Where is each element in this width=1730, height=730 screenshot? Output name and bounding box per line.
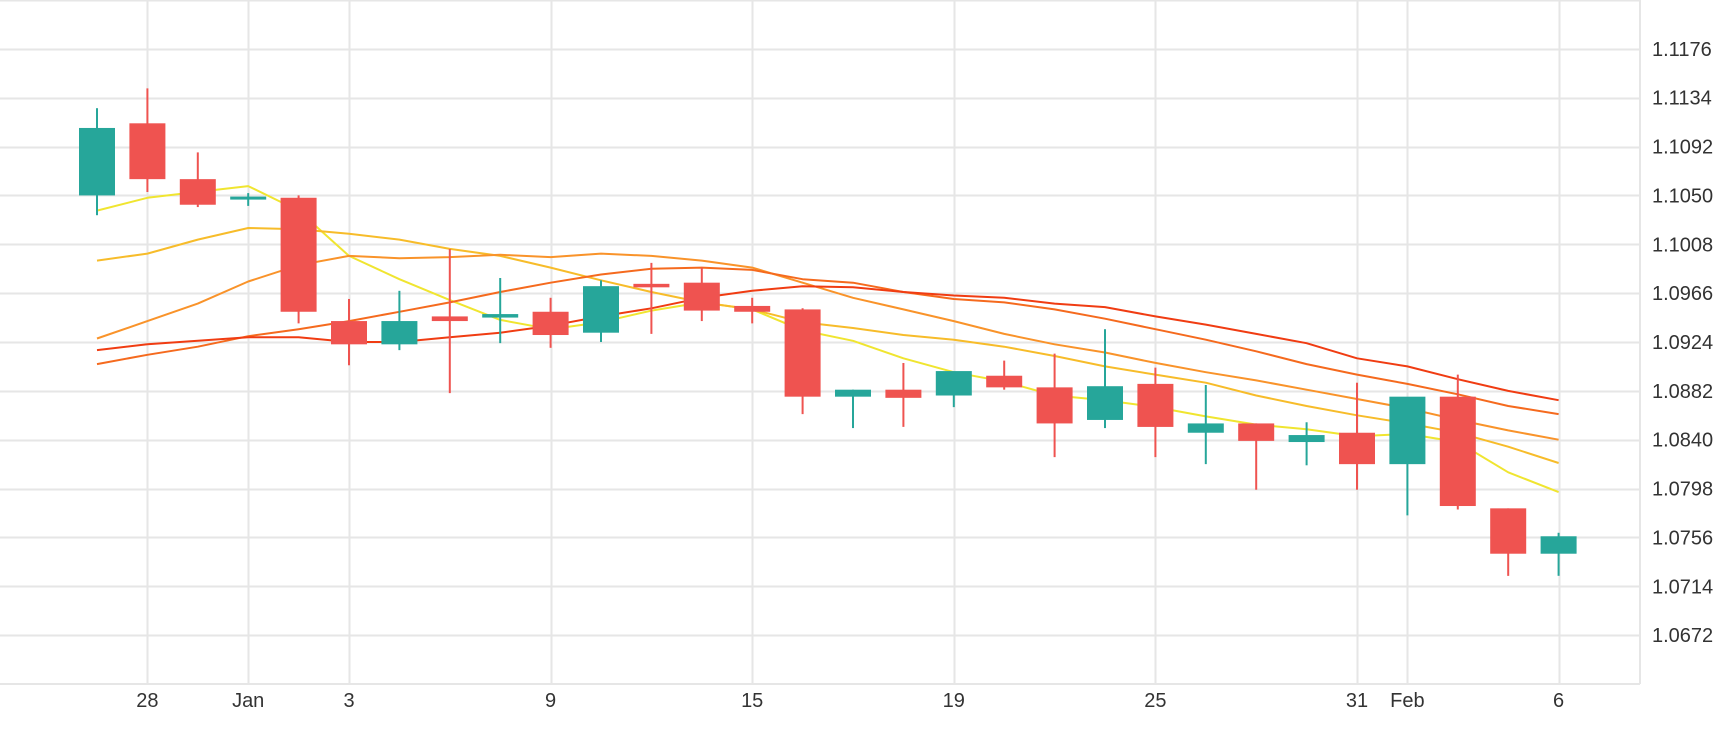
y-tick-label: 1.0756	[1652, 527, 1713, 549]
y-tick-label: 1.0840	[1652, 430, 1713, 452]
candle	[431, 248, 468, 394]
x-tick-label: 25	[1144, 690, 1166, 712]
candle-body	[734, 305, 771, 312]
candle-body	[1339, 432, 1375, 465]
candle-body	[1490, 508, 1527, 554]
candle-body	[381, 321, 418, 345]
candle-body	[280, 197, 317, 312]
candle-body	[79, 127, 115, 196]
candle	[1087, 329, 1123, 429]
candle-body	[835, 389, 871, 397]
candle	[1540, 532, 1577, 576]
y-tick-label: 1.0714	[1652, 576, 1713, 598]
candle	[1389, 396, 1426, 516]
candle-body	[1036, 387, 1073, 424]
moving-average-line-2	[96, 227, 1559, 464]
candle	[734, 297, 771, 324]
candle	[1490, 508, 1527, 576]
x-tick-label: 6	[1553, 690, 1564, 712]
candle	[683, 267, 720, 322]
candle-body	[129, 123, 166, 180]
candle-body	[1238, 423, 1275, 441]
candle	[986, 360, 1023, 390]
candle-body	[1087, 386, 1123, 420]
candle-body	[431, 316, 468, 322]
y-tick-label: 1.0966	[1652, 283, 1713, 305]
candle	[835, 389, 871, 429]
y-tick-label: 1.0798	[1652, 479, 1713, 501]
candle	[482, 278, 519, 344]
candles	[79, 88, 1577, 576]
candle-body	[633, 283, 670, 288]
x-tick-label: 9	[545, 690, 556, 712]
candle	[79, 108, 115, 216]
candle-body	[1288, 435, 1325, 443]
y-axis: 1.1176 1.1134 1.1092 1.1050 1.1008 1.0966 1.09…	[1652, 39, 1713, 647]
y-tick-label: 1.1092	[1652, 137, 1713, 159]
candle	[1339, 382, 1375, 490]
y-tick-label: 1.0882	[1652, 381, 1713, 403]
candle-body	[885, 389, 922, 398]
x-tick-label: Feb	[1390, 690, 1424, 712]
candle-body	[1389, 396, 1426, 465]
candle-body	[179, 179, 216, 205]
x-axis: 28 Jan 3 9 15 19 25 31 Feb 6	[136, 690, 1564, 712]
moving-average-line-3	[96, 252, 1559, 441]
candle-body	[1439, 396, 1476, 507]
y-tick-label: 1.1134	[1652, 88, 1712, 110]
y-tick-label: 1.1050	[1652, 185, 1713, 207]
y-tick-label: 1.0924	[1652, 332, 1713, 354]
candle-body	[331, 321, 367, 345]
candle	[331, 298, 367, 366]
candle	[1036, 353, 1073, 458]
candle	[885, 362, 922, 427]
candle	[583, 280, 619, 342]
candle-body	[1187, 423, 1224, 433]
x-tick-label: 31	[1346, 690, 1368, 712]
candle	[1288, 422, 1325, 466]
y-tick-label: 1.1008	[1652, 234, 1713, 256]
candle	[935, 371, 972, 408]
candle-body	[683, 282, 720, 311]
candle	[230, 193, 267, 206]
x-tick-label: 3	[343, 690, 354, 712]
y-tick-label: 1.1176	[1652, 39, 1712, 61]
candle	[532, 297, 569, 348]
candle	[381, 290, 418, 351]
candle-body	[935, 371, 972, 396]
candle	[1137, 367, 1174, 458]
x-tick-label: 15	[741, 690, 763, 712]
candle-body	[1540, 536, 1577, 554]
candle	[1187, 385, 1224, 465]
candle	[179, 152, 216, 208]
candle-body	[482, 314, 519, 318]
candle	[129, 88, 166, 192]
x-tick-label: Jan	[232, 690, 264, 712]
candle	[784, 308, 821, 415]
x-tick-label: 19	[943, 690, 965, 712]
candle	[1439, 374, 1476, 510]
candle	[1238, 423, 1275, 490]
x-tick-label: 28	[136, 690, 158, 712]
candle-body	[1137, 383, 1174, 427]
candle-body	[583, 286, 619, 333]
candle	[280, 195, 317, 324]
candle-body	[230, 196, 267, 200]
candle-body	[784, 309, 821, 397]
candle-body	[986, 375, 1023, 388]
candle	[633, 262, 670, 334]
y-tick-label: 1.0672	[1652, 625, 1713, 647]
moving-average-line-1	[96, 185, 1559, 494]
candle-body	[532, 311, 569, 336]
